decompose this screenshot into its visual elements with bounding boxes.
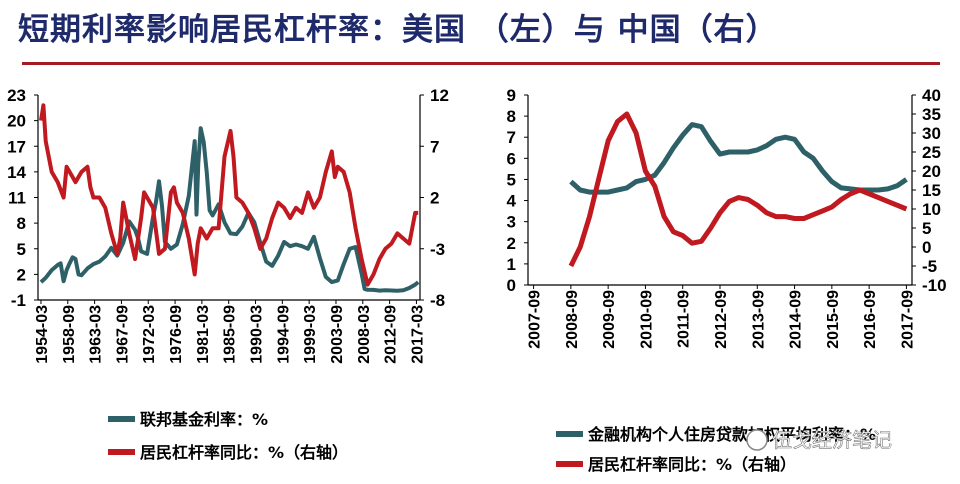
- cn-x-tick-label: 2010-09: [638, 290, 655, 349]
- us-x-ticks: 1954-03 1958-09 1963-03 1967-09 1972-03 1976-…: [34, 300, 426, 364]
- cn-right-tick-label: -5: [922, 257, 937, 276]
- us-x-tick-label: 1981-03: [195, 305, 212, 364]
- cn-left-tick-label: 9: [507, 86, 516, 105]
- wechat-icon: [746, 429, 768, 451]
- cn-left-tick-label: 5: [507, 170, 516, 189]
- cn-right-tick-label: -10: [922, 276, 947, 295]
- title-divider: [22, 62, 940, 65]
- us-right-ticks: 12 7 2 -3 -8: [420, 86, 449, 310]
- cn-right-tick-label: 20: [922, 162, 941, 181]
- cn-left-tick-label: 7: [507, 128, 516, 147]
- cn-x-ticks: 2007-09 2008-09 2009-09 2010-09 2011-09 2012-…: [527, 285, 916, 349]
- us-right-tick-label: 12: [430, 86, 449, 105]
- cn-x-tick-label: 2014-09: [788, 290, 805, 349]
- us-fed-funds-rate-line: [39, 126, 420, 293]
- us-x-tick-label: 2003-09: [329, 305, 346, 364]
- cn-x-tick-label: 2012-09: [713, 290, 730, 349]
- us-x-tick-label: 1985-09: [222, 305, 239, 364]
- us-right-tick-label: -8: [430, 291, 445, 310]
- us-right-tick-label: 2: [430, 189, 439, 208]
- us-x-tick-label: 1963-03: [88, 305, 105, 364]
- us-legend-fed-funds: 联邦基金利率：%: [140, 410, 268, 429]
- cn-left-tick-label: 1: [507, 255, 516, 274]
- us-left-tick-label: 2: [17, 265, 26, 284]
- us-right-tick-label: 7: [430, 137, 439, 156]
- cn-right-tick-label: 25: [922, 143, 941, 162]
- us-x-tick-label: 1958-09: [61, 305, 78, 364]
- us-left-tick-label: 5: [17, 240, 26, 259]
- cn-right-tick-label: 0: [922, 238, 931, 257]
- us-x-tick-label: 1967-09: [114, 305, 131, 364]
- us-left-tick-label: 8: [17, 214, 26, 233]
- page-title: 短期利率影响居民杠杆率：美国 （左）与 中国（右）: [18, 12, 778, 48]
- us-left-tick-label: 11: [8, 189, 26, 208]
- cn-right-tick-label: 10: [922, 200, 941, 219]
- watermark-text: 伍戈经济笔记: [772, 428, 892, 452]
- cn-right-tick-label: 35: [922, 105, 941, 124]
- watermark-logo: 伍戈经济笔记: [746, 428, 892, 452]
- cn-x-tick-label: 2008-09: [564, 290, 581, 349]
- cn-left-tick-label: 0: [507, 276, 516, 295]
- cn-x-tick-label: 2017-09: [899, 290, 916, 349]
- us-left-tick-label: 20: [7, 112, 26, 131]
- cn-x-tick-label: 2007-09: [527, 290, 544, 349]
- cn-left-ticks: 9 8 7 6 5 4 3 2 1 0: [507, 86, 528, 295]
- us-household-leverage-line: [39, 103, 419, 287]
- cn-right-tick-label: 40: [922, 86, 941, 105]
- us-right-tick-label: -3: [430, 240, 445, 259]
- us-x-tick-label: 2012-09: [383, 305, 400, 364]
- us-left-tick-label: 23: [7, 86, 26, 105]
- us-x-tick-label: 2017-03: [409, 305, 426, 364]
- us-left-tick-label: 17: [7, 137, 26, 156]
- cn-right-tick-label: 5: [922, 219, 931, 238]
- cn-x-tick-label: 2016-09: [862, 290, 879, 349]
- us-x-tick-label: 1972-03: [141, 305, 158, 364]
- cn-x-tick-label: 2013-09: [750, 290, 767, 349]
- us-left-ticks: 23 20 17 14 11 8 5 2 -1: [7, 86, 38, 310]
- us-left-tick-label: -1: [11, 291, 26, 310]
- us-legend-leverage: 居民杠杆率同比：%（右轴）: [140, 443, 348, 462]
- us-x-tick-label: 1994-09: [275, 305, 292, 364]
- cn-mortgage-rate-line: [569, 122, 908, 195]
- us-left-tick-label: 14: [7, 163, 26, 182]
- cn-x-tick-label: 2009-09: [601, 290, 618, 349]
- cn-left-tick-label: 2: [507, 234, 516, 253]
- us-x-tick-label: 1954-03: [34, 305, 51, 364]
- cn-right-tick-label: 15: [922, 181, 941, 200]
- cn-left-tick-label: 6: [507, 149, 516, 168]
- us-x-tick-label: 1990-03: [249, 305, 266, 364]
- cn-left-tick-label: 3: [507, 213, 516, 232]
- cn-legend-mortgage: 金融机构个人住房贷款加权平均利率：%: [587, 425, 876, 444]
- cn-x-tick-label: 2015-09: [825, 290, 842, 349]
- cn-x-tick-label: 2011-09: [676, 290, 693, 348]
- cn-right-tick-label: 30: [922, 124, 941, 143]
- us-x-tick-label: 2008-03: [356, 305, 373, 364]
- us-x-tick-label: 1999-03: [302, 305, 319, 364]
- cn-left-tick-label: 8: [507, 107, 516, 126]
- us-x-tick-label: 1976-09: [168, 305, 185, 364]
- cn-left-tick-label: 4: [507, 192, 517, 211]
- cn-legend-leverage: 居民杠杆率同比：%（右轴）: [588, 455, 796, 474]
- cn-household-leverage-line: [568, 111, 908, 268]
